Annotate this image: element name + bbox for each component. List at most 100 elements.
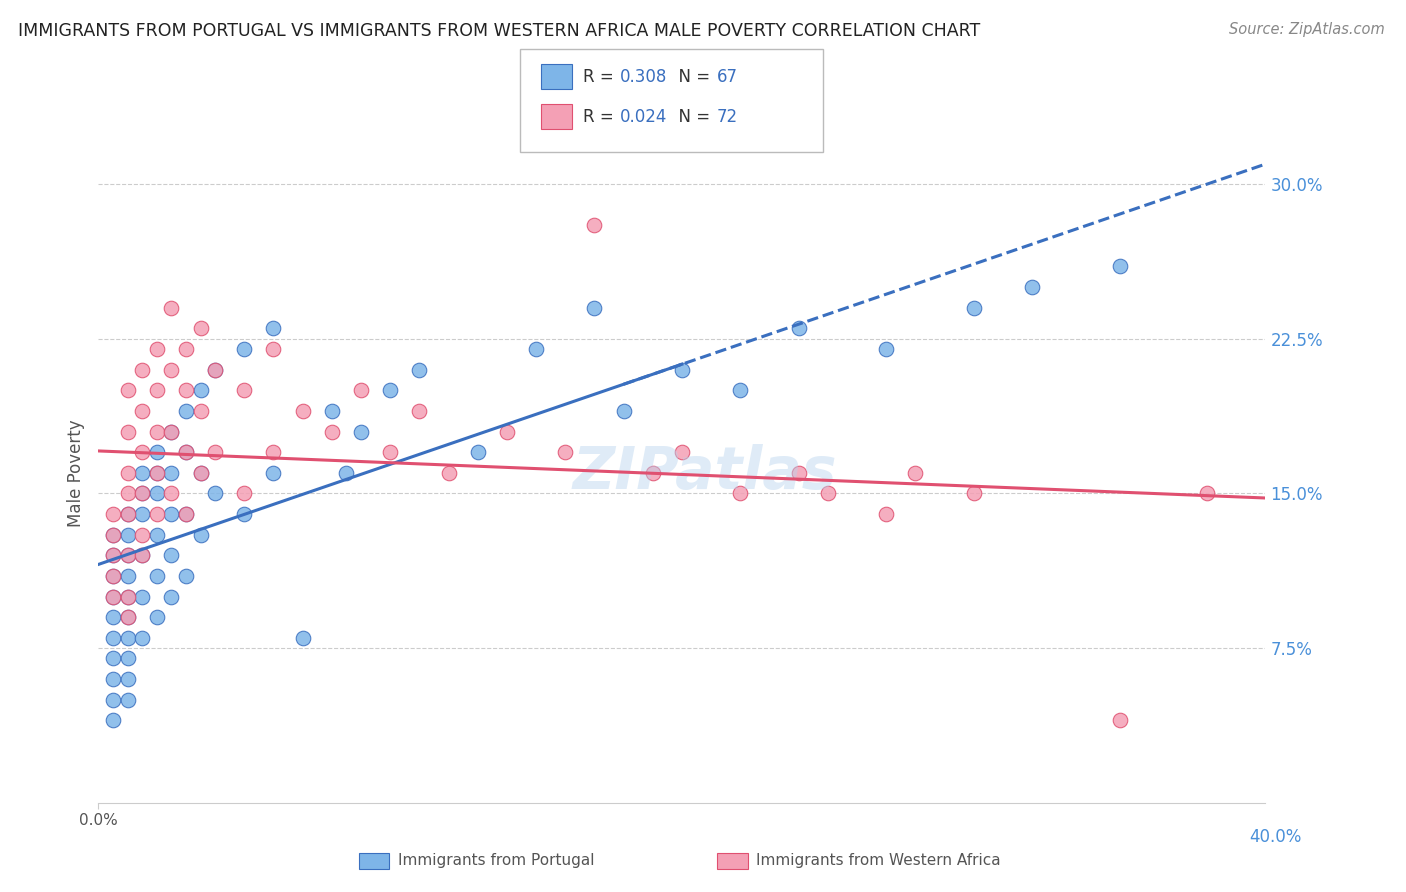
Point [117, 610, 139, 624]
Point [524, 342, 547, 356]
Point [131, 466, 153, 480]
Point [117, 692, 139, 706]
Point [101, 527, 124, 541]
Point [378, 384, 402, 398]
Y-axis label: Male Poverty: Male Poverty [66, 419, 84, 526]
Point [146, 445, 169, 459]
Point [131, 445, 153, 459]
Point [671, 445, 693, 459]
Point [233, 507, 256, 521]
Point [233, 342, 256, 356]
Point [117, 548, 139, 563]
Text: N =: N = [668, 108, 716, 126]
Point [321, 404, 343, 418]
Point [101, 548, 124, 563]
Point [131, 362, 153, 376]
Point [174, 507, 197, 521]
Point [101, 631, 124, 645]
Point [117, 527, 139, 541]
Text: R =: R = [583, 108, 620, 126]
Point [174, 445, 197, 459]
Point [131, 548, 153, 563]
Point [262, 445, 284, 459]
Point [101, 569, 124, 583]
Point [117, 384, 139, 398]
Point [467, 445, 489, 459]
Point [131, 486, 153, 500]
Point [146, 486, 169, 500]
Point [117, 590, 139, 604]
Point [101, 507, 124, 521]
Point [321, 425, 343, 439]
Point [117, 590, 139, 604]
Point [160, 486, 183, 500]
Point [787, 466, 810, 480]
Point [131, 590, 153, 604]
Point [190, 404, 212, 418]
Point [233, 384, 256, 398]
Point [190, 321, 212, 335]
Point [146, 507, 169, 521]
Point [146, 569, 169, 583]
Point [101, 590, 124, 604]
Point [101, 692, 124, 706]
Point [408, 404, 430, 418]
Point [131, 486, 153, 500]
Point [962, 301, 984, 315]
Point [174, 342, 197, 356]
Point [174, 384, 197, 398]
Point [962, 486, 984, 500]
Text: R =: R = [583, 68, 620, 86]
Text: Immigrants from Western Africa: Immigrants from Western Africa [756, 854, 1001, 868]
Point [335, 466, 357, 480]
Point [160, 466, 183, 480]
Text: 0.024: 0.024 [620, 108, 668, 126]
Point [131, 404, 153, 418]
Point [117, 651, 139, 665]
Point [904, 466, 927, 480]
Point [117, 425, 139, 439]
Point [641, 466, 664, 480]
Point [160, 301, 183, 315]
Point [437, 466, 460, 480]
Point [1195, 486, 1218, 500]
Point [291, 404, 314, 418]
Point [671, 362, 693, 376]
Point [101, 714, 124, 728]
Text: 67: 67 [717, 68, 738, 86]
Point [174, 507, 197, 521]
Point [117, 631, 139, 645]
Text: Immigrants from Portugal: Immigrants from Portugal [398, 854, 595, 868]
Point [117, 672, 139, 686]
Point [554, 445, 576, 459]
Text: N =: N = [668, 68, 716, 86]
Point [160, 590, 183, 604]
Point [817, 486, 839, 500]
Point [117, 610, 139, 624]
Point [728, 384, 751, 398]
Text: 72: 72 [717, 108, 738, 126]
Point [117, 507, 139, 521]
Point [378, 445, 402, 459]
Point [131, 631, 153, 645]
Point [117, 507, 139, 521]
Point [875, 507, 897, 521]
Point [204, 486, 226, 500]
Point [875, 342, 897, 356]
Point [262, 466, 284, 480]
Point [160, 548, 183, 563]
Point [146, 466, 169, 480]
Point [146, 342, 169, 356]
Point [190, 527, 212, 541]
Point [160, 507, 183, 521]
Point [262, 321, 284, 335]
Point [174, 404, 197, 418]
Point [408, 362, 430, 376]
Point [262, 342, 284, 356]
Point [204, 362, 226, 376]
Point [174, 445, 197, 459]
Point [101, 569, 124, 583]
Text: 0.308: 0.308 [620, 68, 668, 86]
Point [204, 362, 226, 376]
Point [101, 590, 124, 604]
